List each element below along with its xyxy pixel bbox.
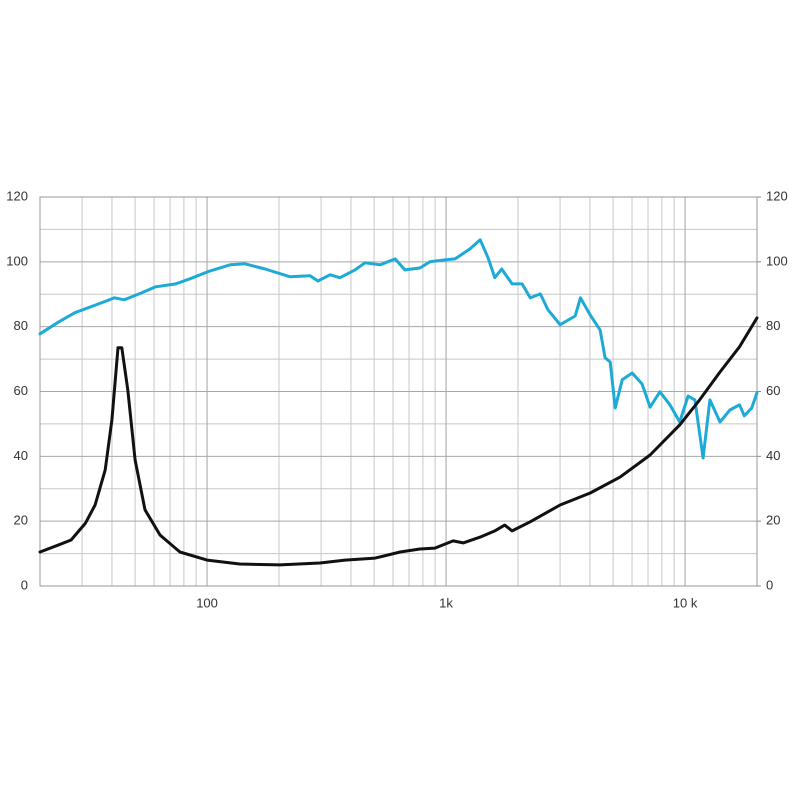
y2-tick-label: 20: [766, 513, 780, 528]
series-line: [38, 238, 759, 460]
y-tick-label: 0: [21, 577, 28, 592]
y-tick-label: 80: [14, 318, 28, 333]
y-tick-label: 120: [6, 188, 28, 203]
x-tick-label: 100: [196, 595, 218, 610]
y2-tick-label: 40: [766, 448, 780, 463]
y2-tick-label: 100: [766, 253, 788, 268]
y-tick-label: 40: [14, 448, 28, 463]
y2-tick-label: 60: [766, 383, 780, 398]
series-line: [38, 316, 759, 567]
x-tick-label: 1k: [439, 595, 453, 610]
y-tick-label: 100: [6, 253, 28, 268]
y2-tick-label: 120: [766, 188, 788, 203]
x-tick-label: 10 k: [673, 595, 698, 610]
y2-tick-label: 0: [766, 577, 773, 592]
y-tick-label: 20: [14, 513, 28, 528]
y-tick-label: 60: [14, 383, 28, 398]
y2-tick-label: 80: [766, 318, 780, 333]
